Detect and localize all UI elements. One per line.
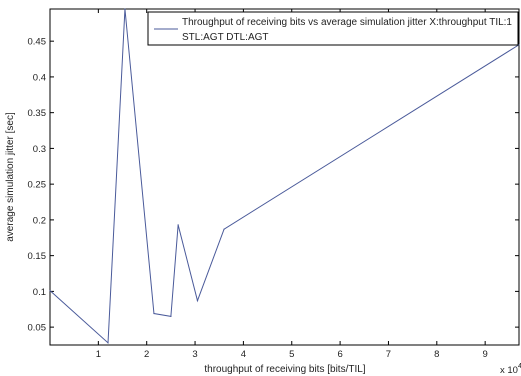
y-tick-label: 0.15 <box>28 251 47 262</box>
y-tick-label: 0.25 <box>28 180 47 191</box>
legend-entry-line2: STL:AGT DTL:AGT <box>182 32 269 43</box>
plot-area <box>49 8 520 346</box>
x-tick-label: 4 <box>241 349 246 360</box>
x-axis-ticks: 1 2 3 4 5 6 7 8 9 <box>96 9 488 360</box>
series-points <box>49 8 520 344</box>
x-tick-label: 3 <box>192 349 197 360</box>
y-tick-label: 0.05 <box>28 323 47 334</box>
x-tick-label: 2 <box>144 349 149 360</box>
x-tick-label: 8 <box>434 349 439 360</box>
y-tick-label: 0.2 <box>33 215 46 226</box>
data-point <box>153 312 155 315</box>
data-point <box>518 44 520 46</box>
data-point <box>223 228 225 230</box>
y-tick-label: 0.3 <box>33 144 46 155</box>
legend-entry-line1: Throughput of receiving bits vs average … <box>182 17 512 28</box>
data-point <box>170 315 172 318</box>
data-point <box>124 8 126 10</box>
y-axis-label: average simulation jitter [sec] <box>5 112 16 242</box>
x-tick-label: 9 <box>483 349 488 360</box>
data-point <box>49 290 51 292</box>
data-point <box>196 300 199 302</box>
x-tick-label: 6 <box>337 349 342 360</box>
data-point <box>177 224 179 226</box>
x-axis-label: throughput of receiving bits [bits/TIL] <box>204 364 365 375</box>
y-tick-label: 0.4 <box>33 72 46 83</box>
x-axis-multiplier: x 104 <box>500 363 521 376</box>
legend-box <box>147 11 519 46</box>
data-point <box>107 342 109 344</box>
y-tick-label: 0.1 <box>33 287 46 298</box>
x-tick-label: 5 <box>289 349 294 360</box>
x-tick-label: 7 <box>386 349 391 360</box>
y-axis-ticks: 0.05 0.1 0.15 0.2 0.25 0.3 0.35 0.4 0.45 <box>28 37 519 334</box>
x-tick-label: 1 <box>96 349 101 360</box>
legend: Throughput of receiving bits vs average … <box>147 11 519 46</box>
x-axis-multiplier-exponent: 4 <box>518 363 521 370</box>
x-axis-multiplier-base: x 10 <box>500 365 518 376</box>
y-tick-label: 0.35 <box>28 108 47 119</box>
y-tick-label: 0.45 <box>28 37 47 48</box>
